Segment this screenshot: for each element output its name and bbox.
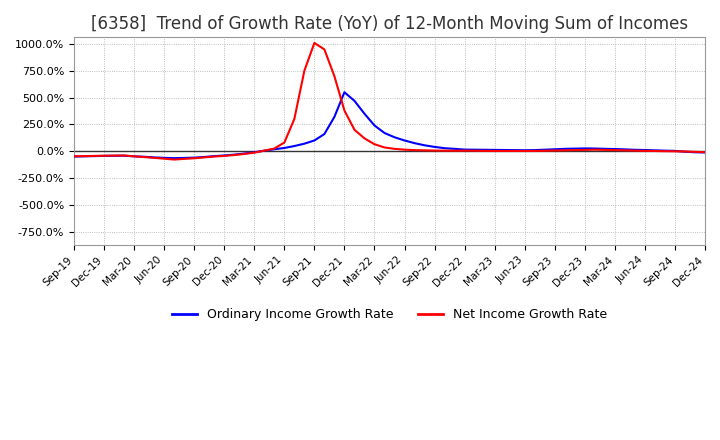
Net Income Growth Rate xyxy=(440,148,449,153)
Line: Ordinary Income Growth Rate: Ordinary Income Growth Rate xyxy=(74,92,705,158)
Net Income Growth Rate xyxy=(170,157,179,162)
Net Income Growth Rate xyxy=(490,148,499,154)
Ordinary Income Growth Rate xyxy=(70,154,78,159)
Net Income Growth Rate xyxy=(701,150,709,155)
Ordinary Income Growth Rate xyxy=(150,155,158,160)
Net Income Growth Rate xyxy=(500,148,509,154)
Ordinary Income Growth Rate xyxy=(350,98,359,103)
Net Income Growth Rate xyxy=(150,155,158,161)
Ordinary Income Growth Rate xyxy=(400,138,409,143)
Ordinary Income Growth Rate xyxy=(490,147,499,153)
Ordinary Income Growth Rate xyxy=(340,90,348,95)
Ordinary Income Growth Rate xyxy=(170,155,179,161)
Net Income Growth Rate xyxy=(310,40,319,46)
Net Income Growth Rate xyxy=(350,127,359,132)
Ordinary Income Growth Rate xyxy=(701,150,709,155)
Ordinary Income Growth Rate xyxy=(440,146,449,151)
Legend: Ordinary Income Growth Rate, Net Income Growth Rate: Ordinary Income Growth Rate, Net Income … xyxy=(166,303,612,326)
Line: Net Income Growth Rate: Net Income Growth Rate xyxy=(74,43,705,160)
Net Income Growth Rate xyxy=(400,147,409,152)
Title: [6358]  Trend of Growth Rate (YoY) of 12-Month Moving Sum of Incomes: [6358] Trend of Growth Rate (YoY) of 12-… xyxy=(91,15,688,33)
Ordinary Income Growth Rate xyxy=(500,147,509,153)
Net Income Growth Rate xyxy=(70,154,78,159)
